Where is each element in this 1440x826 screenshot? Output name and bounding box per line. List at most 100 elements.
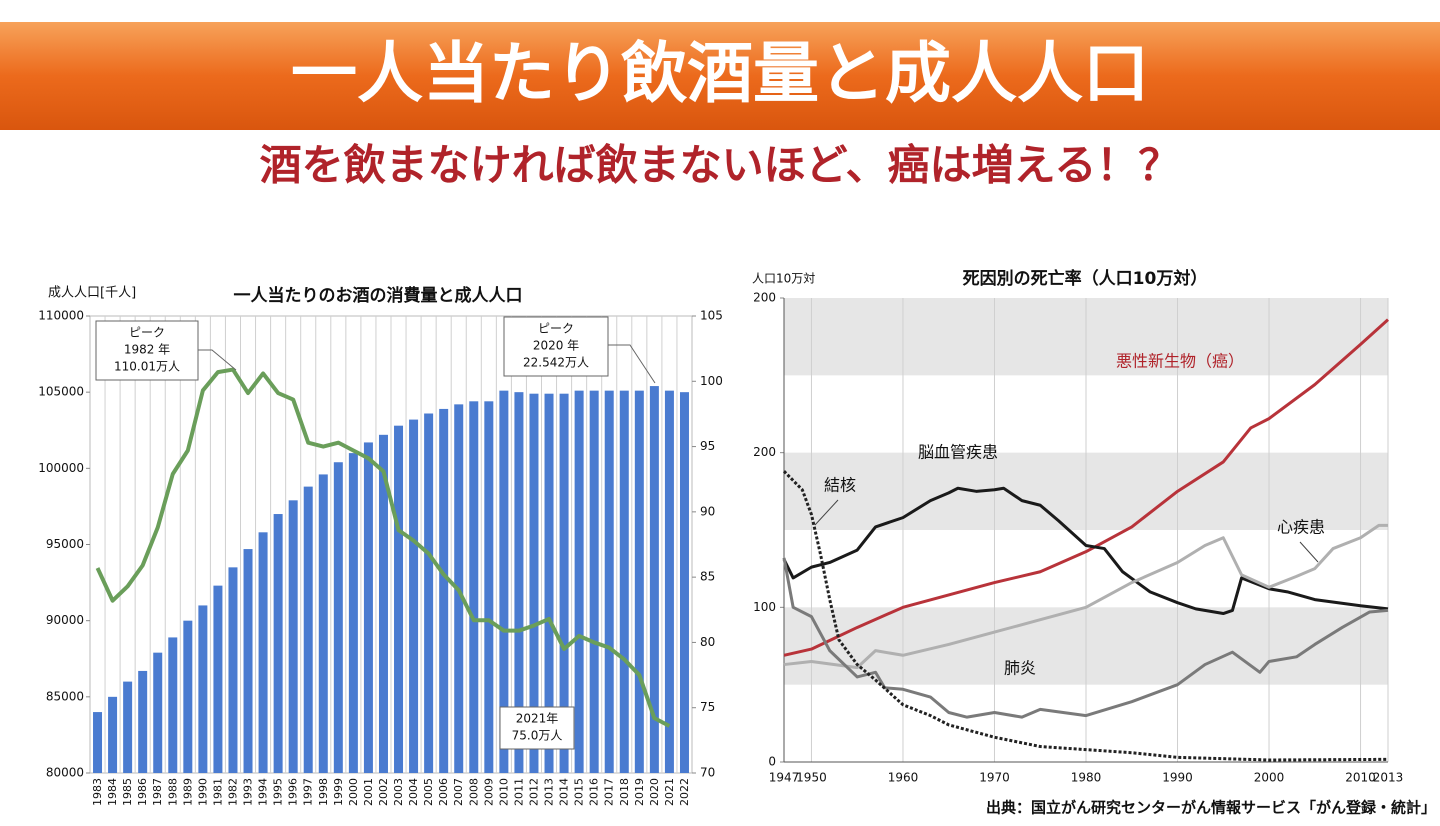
x-tick-label: 2022 (678, 778, 691, 806)
series-line (782, 470, 1389, 762)
x-tick-label: 2005 (422, 778, 435, 806)
bar (348, 453, 358, 773)
bar (363, 442, 373, 773)
bar (664, 390, 674, 773)
annotation-box (95, 320, 199, 381)
x-tick-label: 2020 (648, 778, 661, 806)
y2-tick-label: 105 (700, 309, 723, 323)
bar (394, 425, 404, 773)
bar (529, 393, 539, 773)
x-tick-label: 1983 (91, 778, 104, 806)
annotation-box (503, 316, 609, 377)
bar (559, 393, 569, 773)
series-label: 心疾患 (1277, 518, 1325, 537)
annotation-text: 75.0万人 (512, 729, 563, 743)
bar (544, 393, 554, 773)
y2-tick-label: 75 (700, 700, 715, 714)
annotation-box (499, 706, 575, 750)
bar (123, 681, 133, 773)
x-tick-label: 2013 (543, 778, 556, 806)
x-tick-label: 1970 (979, 771, 1010, 785)
bar (318, 474, 328, 773)
y-tick-label: 100000 (38, 461, 84, 475)
x-tick-label: 1990 (196, 778, 209, 806)
x-tick-label: 2004 (407, 778, 420, 806)
series-line (782, 486, 1389, 616)
bar (409, 419, 419, 773)
x-tick-label: 1985 (121, 778, 134, 806)
bar (153, 652, 163, 773)
y-tick-label: 95000 (46, 537, 84, 551)
x-tick-label: 1986 (136, 778, 149, 806)
x-tick-label: 1981 (211, 778, 224, 806)
x-tick-label: 2000 (347, 778, 360, 806)
x-tick-label: 2021 (663, 778, 676, 806)
x-tick-label: 2011 (512, 778, 525, 806)
x-tick-label: 1950 (796, 771, 827, 785)
y-tick-label: 105000 (38, 385, 84, 399)
bar (589, 390, 599, 773)
y2-tick-label: 90 (700, 504, 715, 518)
x-tick-label: 1993 (242, 778, 255, 806)
x-tick-label: 1998 (317, 778, 330, 806)
x-tick-label: 1996 (287, 778, 300, 806)
bar (303, 486, 313, 773)
series-line (783, 523, 1388, 670)
y-tick-label: 200 (753, 445, 776, 459)
x-tick-label: 2007 (452, 778, 465, 806)
y-tick-label: 0 (768, 755, 776, 769)
x-tick-label: 1947 (769, 771, 800, 785)
bar (439, 408, 449, 773)
y2-tick-label: 85 (700, 570, 715, 584)
y-tick-label: 110000 (38, 309, 84, 323)
y2-tick-label: 80 (700, 635, 715, 649)
x-tick-label: 2010 (497, 778, 510, 806)
annotation-text: 2020 年 (533, 339, 579, 353)
x-tick-label: 1990 (1162, 771, 1193, 785)
y2-tick-label: 100 (700, 374, 723, 388)
y-tick-label: 80000 (46, 766, 84, 780)
x-tick-label: 2010 (1345, 771, 1376, 785)
x-tick-label: 1980 (1071, 771, 1102, 785)
bar (93, 712, 103, 773)
bar (258, 532, 268, 773)
x-tick-label: 2002 (377, 778, 390, 806)
x-tick-label: 1995 (272, 778, 285, 806)
x-tick-label: 2018 (618, 778, 631, 806)
series-label: 結核 (824, 476, 856, 495)
x-tick-label: 2009 (482, 778, 495, 806)
label-pointer (814, 499, 839, 526)
header-bar (0, 22, 1440, 130)
x-tick-label: 2006 (437, 778, 450, 806)
page-subtitle: 酒を飲まなければ飲まないほど、癌は増える！？ (260, 141, 1181, 190)
annotation-pointer (608, 344, 656, 384)
annotation-text: 22.542万人 (523, 356, 589, 370)
series-label: 脳血管疾患 (918, 443, 998, 462)
x-tick-label: 2000 (1254, 771, 1285, 785)
bar (469, 401, 479, 773)
annotation-text: 1982 年 (124, 343, 170, 357)
x-tick-label: 1960 (888, 771, 919, 785)
y-tick-label: 90000 (46, 613, 84, 627)
series-line (783, 318, 1390, 657)
y-axis-label: 人口10万対 (752, 272, 815, 286)
bar (679, 392, 689, 773)
bar (213, 585, 223, 773)
bar (499, 390, 509, 773)
bar (168, 637, 178, 773)
page-title: 一人当たり飲酒量と成人人口 (291, 35, 1149, 112)
bar (484, 401, 494, 773)
bar (634, 390, 644, 773)
x-tick-label: 2015 (573, 778, 586, 806)
bar (514, 392, 524, 773)
y2-tick-label: 95 (700, 439, 715, 453)
x-tick-label: 1982 (226, 778, 239, 806)
annotation-text: ピーク (538, 322, 574, 336)
series-label: 肺炎 (1004, 659, 1036, 678)
bar (424, 413, 434, 773)
label-pointer (1299, 541, 1319, 563)
source: 出典：国立がん研究センターがん情報サービス「がん登録・統計」 (986, 799, 1436, 817)
y-tick-label: 85000 (46, 689, 84, 703)
x-tick-label: 1987 (151, 778, 164, 806)
